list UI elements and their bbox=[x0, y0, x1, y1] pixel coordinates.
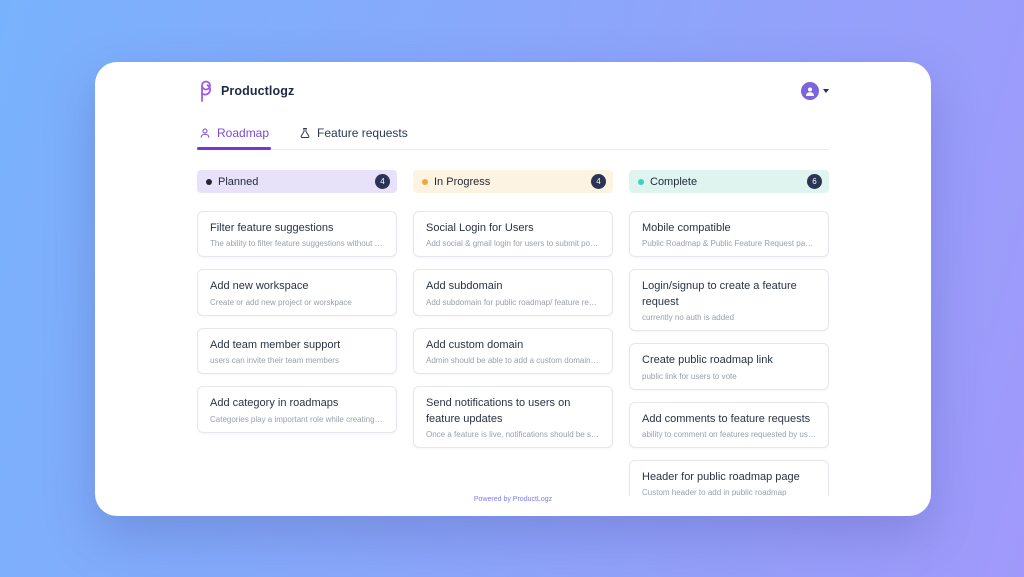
roadmap-board: Planned 4 Filter feature suggestions The… bbox=[197, 170, 829, 496]
tab-roadmap[interactable]: Roadmap bbox=[197, 126, 272, 150]
tab-roadmap-label: Roadmap bbox=[217, 126, 270, 140]
feature-card[interactable]: Send notifications to users on feature u… bbox=[413, 386, 613, 448]
card-title: Send notifications to users on feature u… bbox=[426, 397, 571, 425]
card-description: Categories play a important role while c… bbox=[210, 414, 384, 424]
card-list-planned: Filter feature suggestions The ability t… bbox=[197, 211, 397, 433]
card-list-complete: Mobile compatible Public Roadmap & Publi… bbox=[629, 211, 829, 496]
app-window: Productlogz Roadmap bbox=[95, 62, 931, 516]
card-description: ability to comment on features requested… bbox=[642, 429, 816, 439]
user-menu[interactable] bbox=[801, 82, 829, 100]
count-badge: 4 bbox=[591, 174, 606, 189]
powered-by-footer[interactable]: Powered by ProductLogz bbox=[473, 496, 553, 503]
card-title: Mobile compatible bbox=[642, 222, 731, 234]
card-title: Add comments to feature requests bbox=[642, 412, 811, 425]
user-icon bbox=[806, 87, 814, 96]
column-title: In Progress bbox=[434, 175, 491, 188]
avatar bbox=[801, 82, 819, 100]
card-title: Add subdomain bbox=[426, 280, 503, 293]
feature-card[interactable]: Add custom domain Admin should be able t… bbox=[413, 327, 613, 375]
column-planned: Planned 4 Filter feature suggestions The… bbox=[197, 170, 397, 496]
card-description: Custom header to add in public roadmap bbox=[642, 488, 787, 496]
column-header-planned: Planned 4 bbox=[197, 170, 397, 193]
card-title: Add category in roadmaps bbox=[210, 397, 339, 410]
feature-card[interactable]: Add comments to feature requests ability… bbox=[629, 401, 829, 448]
chevron-down-icon bbox=[823, 89, 829, 93]
feature-card[interactable]: Add team member support users can invite… bbox=[197, 327, 397, 375]
feature-card[interactable]: Add new workspace Create or add new proj… bbox=[197, 269, 397, 316]
card-title: Social Login for Users bbox=[426, 222, 534, 234]
feature-card[interactable]: Add category in roadmaps Categories play… bbox=[197, 386, 397, 433]
logo[interactable]: Productlogz bbox=[197, 80, 294, 102]
card-description: Add social & gmail login for users to su… bbox=[426, 239, 600, 249]
card-title: Login/signup to create a feature request bbox=[642, 280, 797, 308]
tab-feature-requests-label: Feature requests bbox=[317, 126, 408, 140]
status-dot-planned bbox=[206, 178, 212, 185]
count-badge: 4 bbox=[375, 174, 390, 189]
card-description: The ability to filter feature suggestion… bbox=[210, 239, 384, 249]
feature-card[interactable]: Filter feature suggestions The ability t… bbox=[197, 211, 397, 258]
feature-card[interactable]: Create public roadmap link public link f… bbox=[629, 343, 829, 390]
card-description: Once a feature is live, notifications sh… bbox=[426, 429, 600, 439]
column-in-progress: In Progress 4 Social Login for Users Add… bbox=[413, 170, 613, 496]
column-header-complete: Complete 6 bbox=[629, 170, 829, 193]
card-description: Create or add new project or worskpace bbox=[210, 297, 352, 307]
tab-feature-requests[interactable]: Feature requests bbox=[297, 126, 410, 149]
app-header: Productlogz bbox=[197, 70, 829, 112]
status-dot-in-progress bbox=[422, 178, 428, 185]
feature-card[interactable]: Mobile compatible Public Roadmap & Publi… bbox=[629, 211, 829, 258]
card-title: Header for public roadmap page bbox=[642, 470, 800, 483]
card-description: Admin should be able to add a custom dom… bbox=[426, 356, 600, 366]
column-title: Planned bbox=[218, 175, 259, 188]
feature-card[interactable]: Add subdomain Add subdomain for public r… bbox=[413, 269, 613, 316]
card-title: Filter feature suggestions bbox=[210, 222, 334, 234]
status-dot-complete bbox=[638, 178, 644, 185]
card-title: Add team member support bbox=[210, 338, 341, 351]
column-complete: Complete 6 Mobile compatible Public Road… bbox=[629, 170, 829, 496]
card-title: Add custom domain bbox=[426, 338, 524, 351]
roadmap-icon bbox=[200, 128, 210, 138]
feature-card[interactable]: Login/signup to create a feature request… bbox=[629, 269, 829, 332]
logo-text: Productlogz bbox=[221, 84, 295, 98]
feature-card[interactable]: Social Login for Users Add social & gmai… bbox=[413, 211, 613, 258]
card-description: currently no auth is added bbox=[642, 313, 735, 323]
logo-icon bbox=[201, 80, 212, 102]
tab-bar: Roadmap Feature requests bbox=[197, 126, 829, 150]
card-description: public link for users to vote bbox=[642, 371, 737, 381]
column-title: Complete bbox=[650, 175, 698, 188]
card-description: Public Roadmap & Public Feature Request … bbox=[642, 239, 816, 249]
card-description: Add subdomain for public roadmap/ featur… bbox=[426, 297, 600, 307]
card-title: Add new workspace bbox=[210, 280, 309, 293]
card-title: Create public roadmap link bbox=[642, 354, 773, 367]
feature-requests-icon bbox=[300, 128, 310, 138]
count-badge: 6 bbox=[807, 174, 822, 189]
card-description: users can invite their team members bbox=[210, 356, 339, 366]
column-header-in-progress: In Progress 4 bbox=[413, 170, 613, 193]
feature-card[interactable]: Header for public roadmap page Custom he… bbox=[629, 459, 829, 496]
card-list-in-progress: Social Login for Users Add social & gmai… bbox=[413, 211, 613, 448]
